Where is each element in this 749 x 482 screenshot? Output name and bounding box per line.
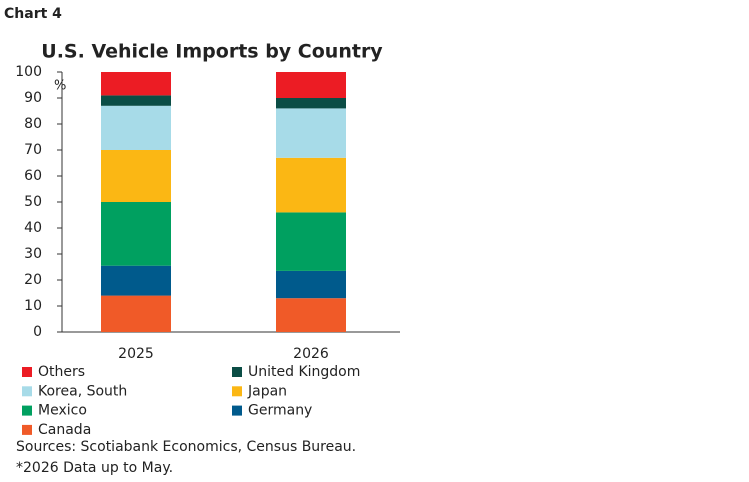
legend-label: Canada [38,422,91,438]
chart-label: Chart 4 [4,6,62,22]
y-tick-label: 40 [24,220,42,236]
legend-swatch [22,405,32,416]
bar-segment [276,98,346,109]
bar-segment [276,212,346,271]
legend-swatch [232,386,242,397]
bar-segment [276,270,346,299]
y-tick-label: 80 [24,116,42,132]
legend-swatch [232,367,242,377]
note: *2026 Data up to May. [16,460,173,476]
x-tick-label: 2025 [118,346,154,362]
bar-segment [276,157,346,213]
bar-segment [276,108,346,158]
legend-label: Mexico [38,403,87,419]
bar-segment [276,298,346,332]
legend-label: Others [38,364,85,380]
legend-label: Japan [247,383,287,399]
chart-title: U.S. Vehicle Imports by Country [41,41,383,63]
x-tick-label: 2026 [293,346,329,362]
bar-segment [101,95,171,106]
y-tick-label: 20 [24,272,42,288]
bar-segment [101,202,171,266]
legend-swatch [22,386,32,397]
bar-segment [101,72,171,96]
bar-segment [101,295,171,332]
y-tick-label: 0 [33,324,42,340]
y-tick-label: 90 [24,90,42,106]
legend-label: Korea, South [38,383,127,399]
y-tick-label: 70 [24,142,42,158]
y-unit: % [54,79,66,94]
bar-segment [101,150,171,202]
legend-swatch [232,405,242,416]
legend-swatch [22,424,32,435]
bar-segment [276,72,346,98]
legend-label: Germany [248,403,312,419]
legend-label: United Kingdom [248,364,360,380]
y-tick-label: 30 [24,246,42,262]
note: Sources: Scotiabank Economics, Census Bu… [16,439,356,455]
bar-segment [101,265,171,296]
legend-swatch [22,367,32,377]
y-tick-label: 50 [24,194,42,210]
y-tick-label: 100 [15,64,42,80]
y-tick-label: 10 [24,298,42,314]
bar-segment [101,105,171,150]
y-tick-label: 60 [24,168,42,184]
